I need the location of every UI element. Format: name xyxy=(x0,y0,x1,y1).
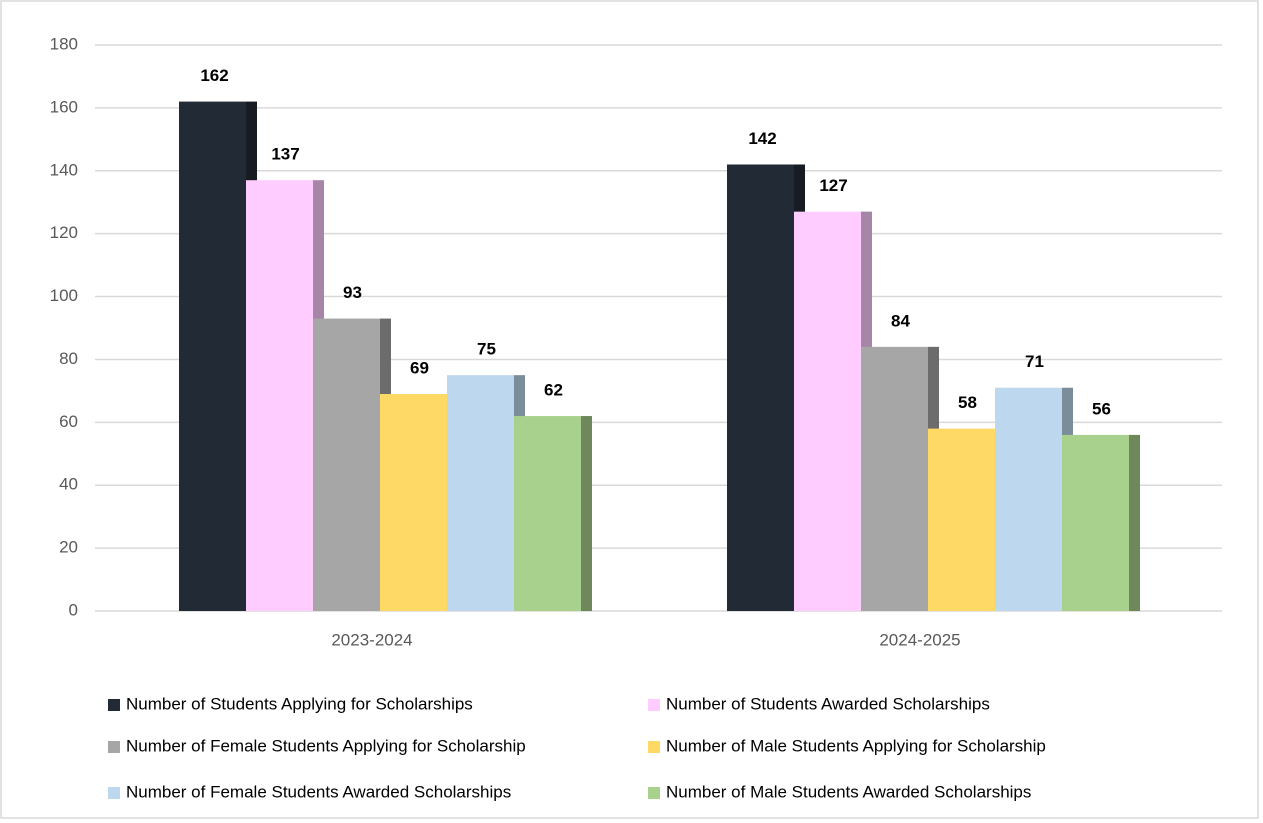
y-tick-label: 120 xyxy=(50,223,78,242)
y-tick-label: 40 xyxy=(59,475,78,494)
bar xyxy=(380,394,447,611)
data-label: 71 xyxy=(1025,352,1044,371)
bar xyxy=(727,164,794,611)
legend-label: Number of Students Applying for Scholars… xyxy=(126,694,473,713)
data-label: 69 xyxy=(410,359,429,378)
data-label: 162 xyxy=(200,66,228,85)
data-label: 93 xyxy=(343,283,362,302)
legend-label: Number of Students Awarded Scholarships xyxy=(666,694,990,713)
y-tick-label: 80 xyxy=(59,349,78,368)
bar-side-shade xyxy=(1129,434,1140,611)
data-label: 56 xyxy=(1092,399,1111,418)
legend-label: Number of Female Students Applying for S… xyxy=(126,736,526,755)
legend-swatch xyxy=(648,699,660,711)
bar xyxy=(246,180,313,611)
legend-label: Number of Male Students Applying for Sch… xyxy=(666,736,1046,755)
bar xyxy=(861,346,928,611)
data-label: 84 xyxy=(891,311,910,330)
legend-swatch xyxy=(108,741,120,753)
y-tick-label: 0 xyxy=(69,600,78,619)
bar xyxy=(447,375,514,611)
legend-swatch xyxy=(108,699,120,711)
bar xyxy=(794,211,861,611)
y-tick-label: 160 xyxy=(50,97,78,116)
bar xyxy=(514,416,581,611)
bar xyxy=(313,318,380,611)
bar xyxy=(179,101,246,611)
data-label: 142 xyxy=(748,129,776,148)
y-tick-label: 60 xyxy=(59,412,78,431)
y-tick-label: 140 xyxy=(50,160,78,179)
bar xyxy=(995,387,1062,611)
legend-label: Number of Female Students Awarded Schola… xyxy=(126,782,511,801)
x-tick-label: 2023-2024 xyxy=(331,630,412,649)
legend-swatch xyxy=(108,787,120,799)
data-label: 127 xyxy=(819,176,847,195)
data-label: 58 xyxy=(958,393,977,412)
x-tick-label: 2024-2025 xyxy=(879,630,960,649)
legend-swatch xyxy=(648,787,660,799)
y-tick-label: 100 xyxy=(50,286,78,305)
data-label: 137 xyxy=(271,145,299,164)
bar-side xyxy=(581,416,592,611)
data-label: 75 xyxy=(477,340,496,359)
legend-label: Number of Male Students Awarded Scholars… xyxy=(666,782,1031,801)
bar-side-shade xyxy=(581,416,592,611)
legend-swatch xyxy=(648,741,660,753)
data-label: 62 xyxy=(544,381,563,400)
bar xyxy=(1062,434,1129,611)
bar-side xyxy=(1129,434,1140,611)
bar xyxy=(928,428,995,611)
y-tick-label: 180 xyxy=(50,34,78,53)
y-tick-label: 20 xyxy=(59,538,78,557)
